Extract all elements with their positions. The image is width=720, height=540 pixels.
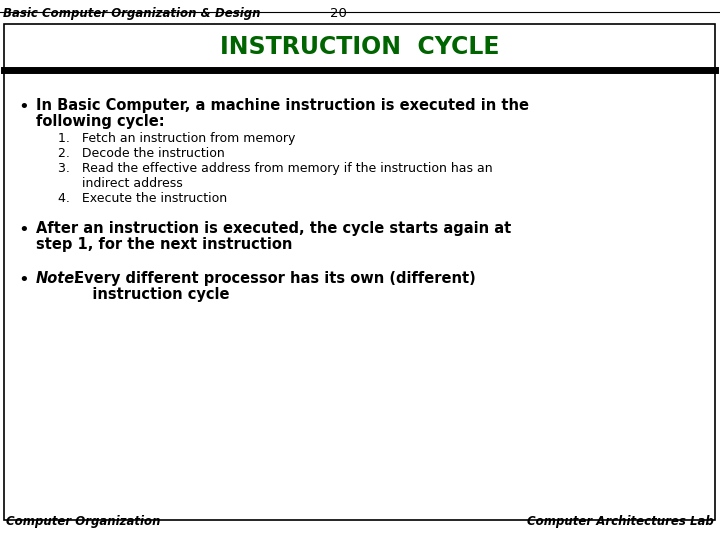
Text: 1.   Fetch an instruction from memory: 1. Fetch an instruction from memory [58, 132, 295, 145]
Text: Basic Computer Organization & Design: Basic Computer Organization & Design [3, 7, 261, 20]
Text: 2.   Decode the instruction: 2. Decode the instruction [58, 147, 225, 160]
Text: indirect address: indirect address [58, 177, 183, 190]
Text: Computer Architectures Lab: Computer Architectures Lab [527, 515, 714, 528]
Text: •: • [18, 98, 29, 116]
Text: Note:: Note: [36, 271, 81, 286]
Text: Every different processor has its own (different): Every different processor has its own (d… [69, 271, 476, 286]
Text: 4.   Execute the instruction: 4. Execute the instruction [58, 192, 227, 205]
Text: •: • [18, 221, 29, 239]
Text: following cycle:: following cycle: [36, 114, 165, 129]
Text: Computer Organization: Computer Organization [6, 515, 161, 528]
Text: In Basic Computer, a machine instruction is executed in the: In Basic Computer, a machine instruction… [36, 98, 529, 113]
Text: INSTRUCTION  CYCLE: INSTRUCTION CYCLE [220, 35, 500, 59]
Text: 20: 20 [330, 7, 347, 20]
Text: step 1, for the next instruction: step 1, for the next instruction [36, 237, 292, 252]
Text: 3.   Read the effective address from memory if the instruction has an: 3. Read the effective address from memor… [58, 162, 492, 175]
Text: After an instruction is executed, the cycle starts again at: After an instruction is executed, the cy… [36, 221, 511, 236]
Text: instruction cycle: instruction cycle [36, 287, 230, 302]
Text: •: • [18, 271, 29, 289]
